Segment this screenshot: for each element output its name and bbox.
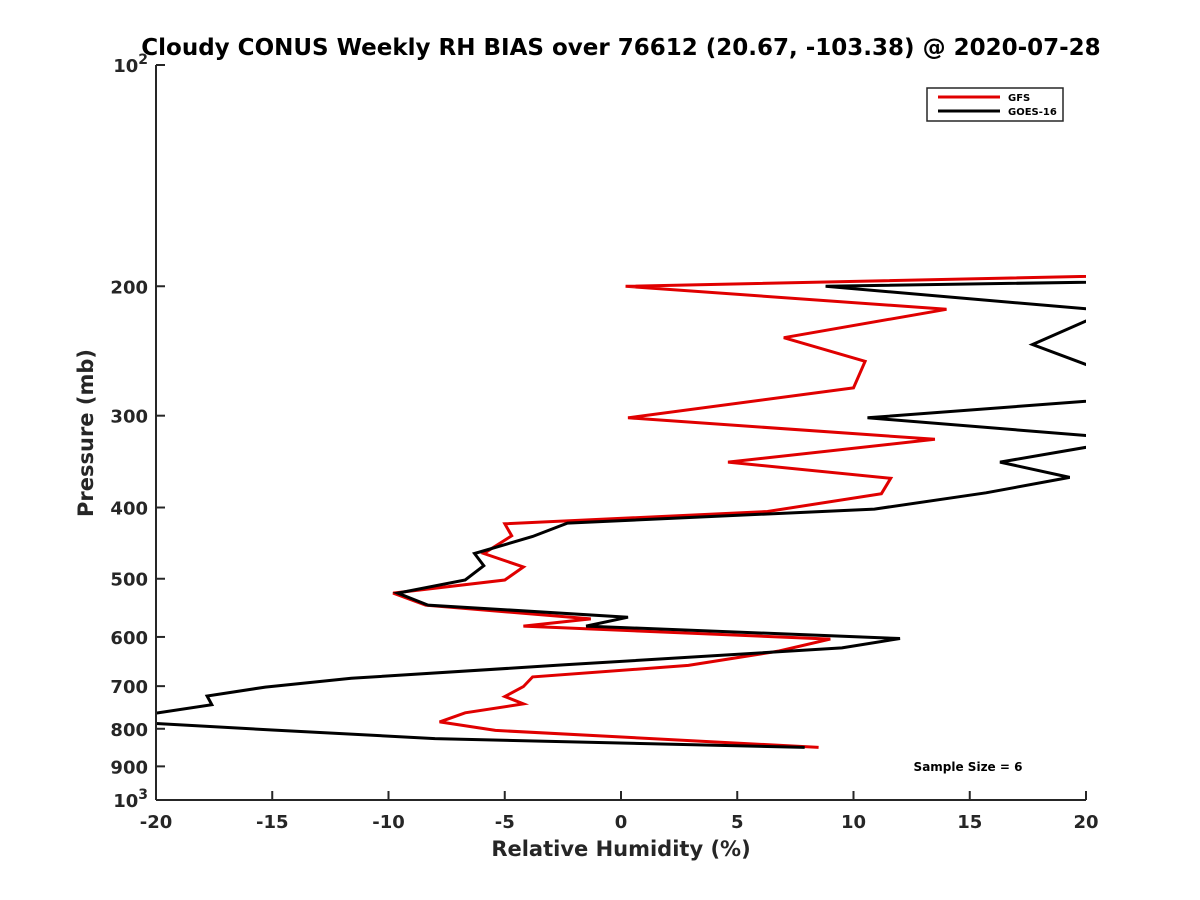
x-tick-label: -15 — [256, 812, 289, 833]
x-tick-label: 5 — [731, 812, 744, 833]
y-tick-label: 103 — [113, 787, 148, 812]
x-tick-label: 10 — [841, 812, 866, 833]
y-tick-label: 600 — [110, 628, 148, 649]
sample-size-annotation: Sample Size = 6 — [914, 760, 1023, 774]
y-axis-label: Pressure (mb) — [74, 349, 98, 517]
x-axis-label: Relative Humidity (%) — [491, 837, 750, 861]
y-tick-label: 700 — [110, 677, 148, 698]
y-tick-label: 400 — [110, 499, 148, 520]
series-line-goes16 — [156, 280, 1086, 749]
y-tick-label: 300 — [110, 407, 148, 428]
legend-label-gfs: GFS — [1008, 93, 1030, 104]
legend: GFS GOES-16 — [926, 87, 1064, 122]
x-tick-label: -20 — [140, 812, 173, 833]
axes-layer — [155, 65, 1086, 801]
y-tick-label: 900 — [110, 757, 148, 778]
legend-label-goes16: GOES-16 — [1008, 107, 1057, 118]
series-line-gfs — [392, 274, 1086, 749]
y-tick-label: 102 — [113, 52, 148, 77]
y-tick-label: 200 — [110, 277, 148, 298]
chart-title: Cloudy CONUS Weekly RH BIAS over 76612 (… — [141, 35, 1100, 61]
legend-box — [926, 87, 1064, 122]
x-tick-label: -10 — [372, 812, 405, 833]
x-tick-label: 15 — [957, 812, 982, 833]
y-ticks: 102 200 300 400 500 600 700 800 900 103 — [110, 52, 165, 812]
y-tick-label: 800 — [110, 720, 148, 741]
y-tick-label: 500 — [110, 570, 148, 591]
x-ticks: -20 -15 -10 -5 0 5 10 15 20 — [140, 791, 1099, 833]
x-tick-label: 20 — [1073, 812, 1098, 833]
x-tick-label: 0 — [615, 812, 628, 833]
series-layer — [156, 274, 1086, 749]
x-tick-label: -5 — [495, 812, 515, 833]
